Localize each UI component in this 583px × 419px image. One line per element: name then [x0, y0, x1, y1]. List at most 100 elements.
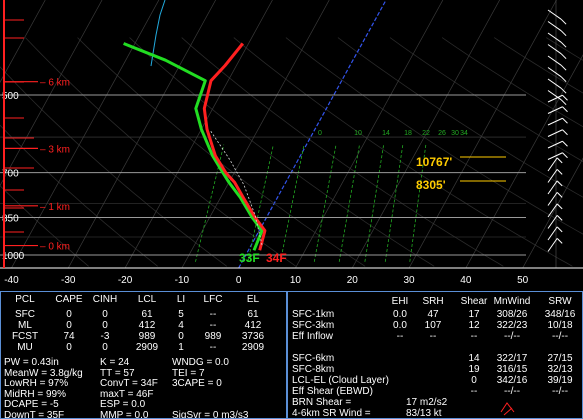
- sr-wind-label: 4-6km SR Wind =: [292, 408, 371, 419]
- index-line: K = 24: [100, 357, 130, 368]
- isotherm: [0, 0, 103, 187]
- sfc-temp-label: 34F: [266, 251, 287, 265]
- mixing-ratio-label: 14: [382, 130, 390, 137]
- table-cell: 0: [471, 375, 477, 386]
- table-cell: 989: [138, 331, 156, 342]
- table-cell: 0: [102, 309, 108, 320]
- wind-barb: [547, 106, 563, 114]
- index-line: MidRH = 99%: [4, 388, 66, 400]
- index-column-2: K = 24 TT = 57 ConvT = 34F maxT = 46F ESP = …: [100, 357, 158, 419]
- index-line: DownT = 35F: [4, 409, 65, 419]
- parcel-table: PCL CAPE CINH LCL LI LFC EL SFC 0 0 61 5 -- 61 ML 0 0 412…: [1, 294, 286, 354]
- temp-tick-label: 0: [236, 275, 242, 286]
- table-cell: CINH: [92, 294, 118, 305]
- index-line: [172, 400, 248, 411]
- wind-barb: [547, 94, 563, 103]
- dewpoint-trace: [123, 42, 264, 251]
- wind-barb-flag: [556, 215, 563, 221]
- wind-barb: [547, 78, 562, 89]
- wind-barb: [547, 203, 558, 218]
- wind-barb: [547, 157, 558, 172]
- isotherm: [522, 157, 583, 269]
- wind-barb-flag: [560, 99, 567, 106]
- dry-adiabat: [0, 124, 158, 267]
- wind-barb-flag: [560, 87, 567, 94]
- index-line: ConvT = 34F: [100, 378, 158, 389]
- mixing-ratio-label: 30: [451, 130, 459, 137]
- wind-barb: [547, 152, 563, 160]
- table-cell: --/--: [551, 386, 569, 397]
- isotherm: [351, 0, 500, 269]
- table-cell: 14: [468, 353, 480, 364]
- table-cell: MU: [17, 342, 33, 353]
- isotherm: [465, 54, 583, 269]
- table-cell: Eff Shear (EBWD): [292, 386, 373, 397]
- table-cell: 12: [468, 320, 480, 331]
- wind-barb-flag: [562, 106, 568, 113]
- index-line: MMP = 0.0: [100, 409, 149, 419]
- table-cell: CAPE: [55, 294, 83, 305]
- wind-barb: [547, 32, 562, 43]
- table-cell: --: [209, 320, 217, 331]
- table-cell: 61: [247, 309, 259, 320]
- pressure-label: 850: [2, 213, 19, 224]
- table-cell: SFC-1km: [292, 309, 335, 320]
- table-cell: PCL: [15, 294, 35, 305]
- table-cell: Shear: [460, 296, 488, 307]
- table-cell: 74: [63, 331, 75, 342]
- thermo-params-panel: PCL CAPE CINH LCL LI LFC EL SFC 0 0 61 5 -- 61 ML 0 0 412…: [0, 291, 287, 419]
- isotherms: [0, 0, 583, 269]
- wind-barb-flag: [560, 30, 567, 37]
- pressure-labels: 500 700 850 1000: [2, 91, 25, 262]
- table-cell: SRH: [422, 296, 444, 307]
- dry-adiabat: [441, 37, 583, 128]
- wind-barb: [547, 90, 562, 101]
- table-cell: LCL-EL (Cloud Layer): [292, 375, 389, 386]
- table-cell: 47: [427, 309, 439, 320]
- table-cell: --/--: [503, 386, 521, 397]
- temp-tick-label: 10: [290, 275, 302, 286]
- table-cell: 3736: [241, 331, 265, 342]
- temperature-ticks: -40 -30 -20 -10 0 10 20 30 40 50: [4, 275, 528, 286]
- sounding-traces: [123, 42, 267, 251]
- wind-barb: [547, 117, 563, 126]
- wind-barb: [547, 129, 563, 137]
- index-line: 3CAPE = 0: [172, 378, 222, 389]
- table-cell: SFC-3km: [292, 320, 335, 331]
- index-line: PW = 0.43in: [4, 357, 59, 368]
- lower-height-label: 8305': [416, 178, 446, 192]
- mixing-ratio-label: 26: [438, 130, 446, 137]
- wind-barb-flag: [560, 76, 567, 83]
- table-cell: --: [396, 331, 404, 342]
- table-cell: 0: [178, 331, 184, 342]
- table-cell: 0.0: [393, 320, 407, 331]
- table-cell: 2909: [241, 342, 265, 353]
- index-line: DCAPE = -5: [4, 399, 59, 410]
- wind-barb-flag: [560, 53, 567, 60]
- index-line: WNDG = 0.0: [172, 357, 229, 368]
- wind-barb: [547, 140, 563, 149]
- table-cell: LFC: [203, 294, 223, 305]
- wind-barb: [547, 55, 562, 66]
- table-cell: 32/13: [547, 364, 573, 375]
- table-cell: 0: [102, 342, 108, 353]
- kinematics-table: EHI SRH Shear MnWind SRW SFC-1km 0.0 47 17 308/26…: [288, 296, 582, 397]
- wetbulb-trace: [150, 0, 166, 67]
- table-cell: LCL: [137, 294, 157, 305]
- table-cell: 412: [138, 320, 156, 331]
- wind-barb-flag: [556, 238, 563, 244]
- upper-height-label: 10767': [416, 155, 452, 169]
- index-line: TT = 57: [100, 367, 135, 379]
- table-cell: Eff Inflow: [292, 331, 333, 342]
- table-cell: --: [429, 331, 437, 342]
- wind-barb-flag: [556, 203, 563, 210]
- wind-barb: [547, 67, 562, 78]
- wind-barb-flag: [562, 152, 568, 159]
- wind-barb-flag: [556, 169, 563, 175]
- table-cell: 0: [66, 342, 72, 353]
- isotherm: [11, 0, 160, 269]
- wind-profile: [547, 0, 568, 268]
- temp-tick-label: -20: [118, 275, 133, 286]
- table-cell: 316/15: [496, 364, 528, 375]
